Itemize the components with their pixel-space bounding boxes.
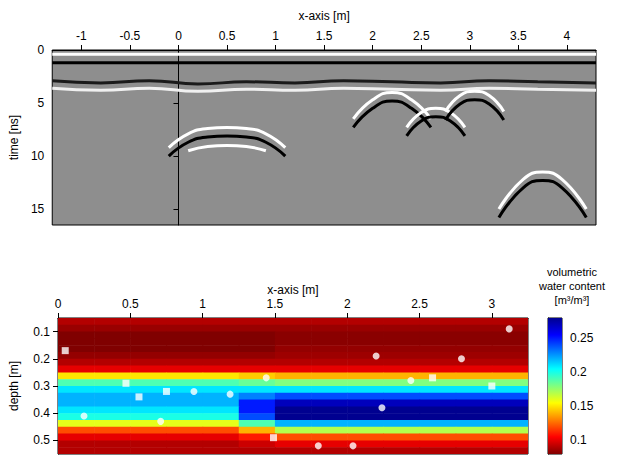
svg-text:0.15: 0.15 bbox=[570, 399, 594, 413]
svg-text:-0.5: -0.5 bbox=[120, 29, 141, 43]
svg-text:4: 4 bbox=[564, 29, 571, 43]
svg-text:15: 15 bbox=[31, 202, 45, 216]
svg-text:1: 1 bbox=[199, 297, 206, 311]
svg-text:0.5: 0.5 bbox=[33, 433, 50, 447]
svg-text:5: 5 bbox=[38, 96, 45, 110]
svg-text:time [ns]: time [ns] bbox=[7, 115, 21, 160]
svg-text:1.5: 1.5 bbox=[316, 29, 333, 43]
svg-text:10: 10 bbox=[31, 149, 45, 163]
svg-text:0.1: 0.1 bbox=[33, 325, 50, 339]
svg-text:3: 3 bbox=[489, 297, 496, 311]
svg-text:water content: water content bbox=[538, 280, 605, 292]
svg-text:3.5: 3.5 bbox=[510, 29, 527, 43]
svg-text:1.5: 1.5 bbox=[267, 297, 284, 311]
svg-text:0.3: 0.3 bbox=[33, 379, 50, 393]
svg-text:2: 2 bbox=[369, 29, 376, 43]
svg-text:depth [m]: depth [m] bbox=[7, 361, 21, 411]
svg-text:0.25: 0.25 bbox=[570, 331, 594, 345]
svg-text:x-axis [m]: x-axis [m] bbox=[298, 9, 349, 23]
svg-text:2.5: 2.5 bbox=[413, 29, 430, 43]
svg-text:x-axis [m]: x-axis [m] bbox=[267, 283, 318, 297]
svg-text:0.5: 0.5 bbox=[122, 297, 139, 311]
svg-text:0.1: 0.1 bbox=[570, 433, 587, 447]
svg-text:0.4: 0.4 bbox=[33, 406, 50, 420]
svg-text:0: 0 bbox=[175, 29, 182, 43]
svg-text:0.2: 0.2 bbox=[33, 352, 50, 366]
svg-text:0.2: 0.2 bbox=[570, 365, 587, 379]
svg-text:0: 0 bbox=[38, 43, 45, 57]
svg-text:2: 2 bbox=[344, 297, 351, 311]
svg-text:1: 1 bbox=[272, 29, 279, 43]
svg-text:-1: -1 bbox=[76, 29, 87, 43]
svg-text:0: 0 bbox=[55, 297, 62, 311]
svg-text:[m³/m³]: [m³/m³] bbox=[555, 294, 590, 306]
svg-text:3: 3 bbox=[466, 29, 473, 43]
svg-text:0.5: 0.5 bbox=[219, 29, 236, 43]
svg-text:volumetric: volumetric bbox=[547, 266, 598, 278]
svg-text:2.5: 2.5 bbox=[411, 297, 428, 311]
